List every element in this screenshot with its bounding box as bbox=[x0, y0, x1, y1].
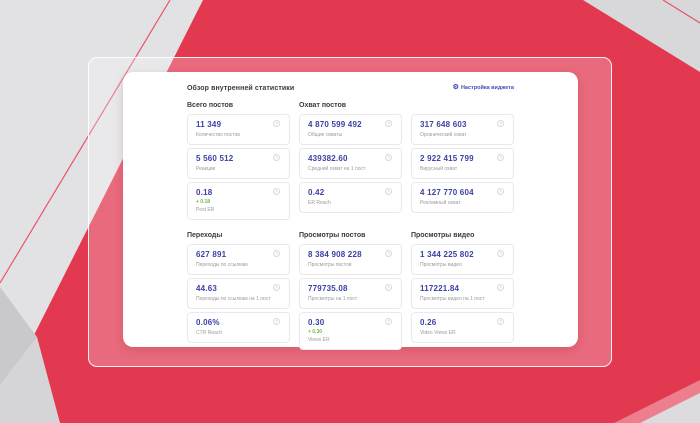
stat-card: 317 648 603 Органический охват ? bbox=[411, 114, 514, 145]
help-icon[interactable]: ? bbox=[385, 284, 392, 291]
stat-value: 44.63 bbox=[196, 284, 218, 293]
section-header-total-posts: Всего постов bbox=[187, 102, 234, 109]
stat-value: 0.30 bbox=[308, 318, 325, 327]
stat-label: Количество постов bbox=[196, 132, 240, 138]
stat-label: Просмотры на 1 пост bbox=[308, 296, 358, 302]
stat-value: 4 870 599 492 bbox=[308, 120, 362, 129]
stat-label: CTR Reach bbox=[196, 330, 223, 336]
help-icon[interactable]: ? bbox=[385, 318, 392, 325]
stat-value: 11 349 bbox=[196, 120, 222, 129]
help-icon[interactable]: ? bbox=[273, 250, 280, 257]
stat-label: Реакции bbox=[196, 166, 216, 172]
stat-card: 779735.08 Просмотры на 1 пост ? bbox=[299, 278, 402, 309]
stat-card: 1 344 225 802 Просмотры видео ? bbox=[411, 244, 514, 275]
stat-label: ER Reach bbox=[308, 200, 331, 206]
stat-label: Общие охваты bbox=[308, 132, 343, 138]
stat-label: Переходы по ссылкам bbox=[196, 262, 248, 268]
section-header-post-reach: Охват постов bbox=[299, 102, 347, 109]
help-icon[interactable]: ? bbox=[497, 318, 504, 325]
stat-value: 0.06% bbox=[196, 318, 220, 327]
help-icon[interactable]: ? bbox=[497, 250, 504, 257]
stat-value: 4 127 770 604 bbox=[420, 188, 474, 197]
stat-value: 1 344 225 802 bbox=[420, 250, 474, 259]
stat-card: 5 560 512 Реакции ? bbox=[187, 148, 290, 179]
stat-label: Органический охват bbox=[420, 132, 467, 138]
stat-card: 0.18 + 0.18 Post ER ? bbox=[187, 182, 290, 220]
stat-value: 0.26 bbox=[420, 318, 437, 327]
stat-card: 8 384 908 228 Просмотры постов ? bbox=[299, 244, 402, 275]
stat-value: 439382.60 bbox=[308, 154, 348, 163]
stat-label: Просмотры видео bbox=[420, 262, 462, 268]
help-icon[interactable]: ? bbox=[273, 318, 280, 325]
stat-card: 2 922 415 799 Вирусный охват ? bbox=[411, 148, 514, 179]
widget-settings-link[interactable]: ⚙ Настройка виджета bbox=[452, 84, 514, 91]
stat-value: 0.42 bbox=[308, 188, 325, 197]
band2-cards: 627 891 Переходы по ссылкам ? 8 384 908 … bbox=[187, 244, 514, 350]
section-header-post-views: Просмотры постов bbox=[299, 232, 366, 239]
stat-delta: + 0.18 bbox=[196, 199, 211, 205]
band1-headers: Всего постов Охват постов bbox=[187, 102, 514, 109]
stat-label: Video Views ER bbox=[420, 330, 456, 336]
help-icon[interactable]: ? bbox=[497, 284, 504, 291]
stat-card: 627 891 Переходы по ссылкам ? bbox=[187, 244, 290, 275]
stat-card: 4 870 599 492 Общие охваты ? bbox=[299, 114, 402, 145]
help-icon[interactable]: ? bbox=[385, 250, 392, 257]
stat-label: Вирусный охват bbox=[420, 166, 458, 172]
help-icon[interactable]: ? bbox=[273, 154, 280, 161]
stat-value: 5 560 512 bbox=[196, 154, 234, 163]
band1-cards: 11 349 Количество постов ? 4 870 599 492… bbox=[187, 114, 514, 220]
help-icon[interactable]: ? bbox=[385, 188, 392, 195]
stat-label: Post ER bbox=[196, 207, 215, 213]
stat-card: 439382.60 Средний охват на 1 пост ? bbox=[299, 148, 402, 179]
stat-value: 627 891 bbox=[196, 250, 227, 259]
stat-card: 11 349 Количество постов ? bbox=[187, 114, 290, 145]
widget-title: Обзор внутренней статистики bbox=[187, 85, 295, 92]
help-icon[interactable]: ? bbox=[273, 120, 280, 127]
section-header-transitions: Переходы bbox=[187, 232, 223, 239]
help-icon[interactable]: ? bbox=[497, 154, 504, 161]
stat-label: Просмотры постов bbox=[308, 262, 352, 268]
gear-icon: ⚙ bbox=[452, 84, 459, 91]
statistics-widget-panel: Обзор внутренней статистики ⚙ Настройка … bbox=[123, 72, 578, 350]
help-icon[interactable]: ? bbox=[273, 284, 280, 291]
stat-value: 317 648 603 bbox=[420, 120, 467, 129]
help-icon[interactable]: ? bbox=[497, 120, 504, 127]
stat-card: 0.42 ER Reach ? bbox=[299, 182, 402, 213]
stat-value: 2 922 415 799 bbox=[420, 154, 474, 163]
stat-card: 117221.84 Просмотры видео на 1 пост ? bbox=[411, 278, 514, 309]
widget-settings-label: Настройка виджета bbox=[460, 85, 514, 91]
stat-label: Переходы по ссылкам на 1 пост bbox=[196, 296, 271, 302]
stat-label: Просмотры видео на 1 пост bbox=[420, 296, 485, 302]
band2-headers: Переходы Просмотры постов Просмотры виде… bbox=[187, 232, 514, 239]
stat-card: 4 127 770 604 Рекламный охват ? bbox=[411, 182, 514, 213]
section-header-video-views: Просмотры видео bbox=[411, 232, 475, 239]
stat-label: Views ER bbox=[308, 337, 330, 343]
help-icon[interactable]: ? bbox=[497, 188, 504, 195]
stat-delta: + 0.30 bbox=[308, 329, 323, 335]
help-icon[interactable]: ? bbox=[385, 154, 392, 161]
help-icon[interactable]: ? bbox=[273, 188, 280, 195]
stat-value: 779735.08 bbox=[308, 284, 348, 293]
stat-value: 0.18 bbox=[196, 188, 213, 197]
help-icon[interactable]: ? bbox=[385, 120, 392, 127]
stat-card: 0.26 Video Views ER ? bbox=[411, 312, 514, 343]
stat-card: 0.30 + 0.30 Views ER ? bbox=[299, 312, 402, 350]
stat-value: 8 384 908 228 bbox=[308, 250, 362, 259]
stat-card: 0.06% CTR Reach ? bbox=[187, 312, 290, 343]
stat-label: Рекламный охват bbox=[420, 200, 461, 206]
stat-label: Средний охват на 1 пост bbox=[308, 166, 366, 172]
stat-card: 44.63 Переходы по ссылкам на 1 пост ? bbox=[187, 278, 290, 309]
stat-value: 117221.84 bbox=[420, 284, 460, 293]
